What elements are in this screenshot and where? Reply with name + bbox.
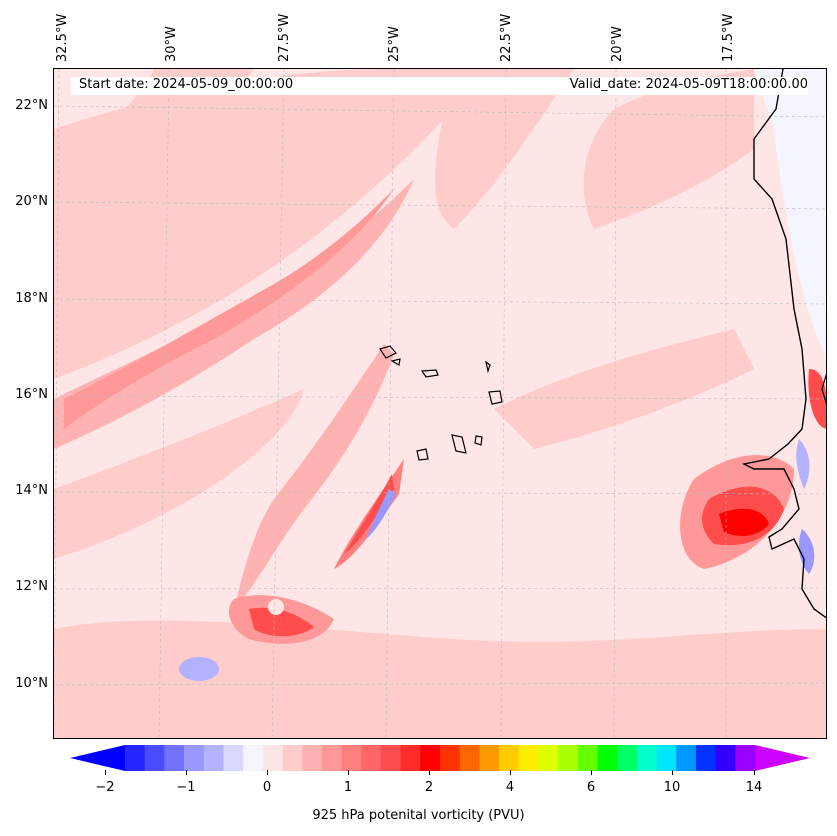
colorbar-cell [695, 745, 717, 771]
valid-date-label: Valid_date: 2024-05-09T18:00:00.00 [569, 77, 808, 92]
field-band [179, 657, 219, 681]
field-band [435, 69, 574, 229]
info-box [71, 77, 808, 95]
colorbar [70, 745, 810, 771]
lat-label: 20°N [15, 194, 48, 209]
field-band [249, 607, 314, 637]
colorbar-label: 925 hPa potenital vorticity (PVU) [312, 808, 525, 823]
colorbar-tick [267, 770, 268, 775]
colorbar-cell [164, 745, 185, 771]
pv-field-map [54, 69, 826, 738]
lon-label: 20°W [610, 26, 625, 62]
coastline [821, 373, 826, 405]
colorbar-cell [223, 745, 244, 771]
colorbar-cell [420, 745, 441, 771]
colorbar-tick [672, 770, 673, 775]
map-panel[interactable] [53, 68, 827, 739]
lat-label: 16°N [15, 387, 48, 402]
colorbar-cell [656, 745, 677, 771]
colorbar-min-arrow [70, 745, 125, 771]
colorbar-cell [203, 745, 224, 771]
colorbar-tick [591, 770, 592, 775]
field-band [268, 599, 284, 615]
colorbar-cell [715, 745, 736, 771]
colorbar-cell [499, 745, 520, 771]
colorbar-tick-label: −1 [176, 780, 196, 795]
field-band [54, 620, 826, 738]
colorbar-cell [636, 745, 658, 771]
colorbar-cell [243, 745, 264, 771]
field-band [54, 69, 254, 199]
colorbar-tick [754, 770, 755, 775]
colorbar-tick-label: 4 [505, 780, 515, 795]
coastline [741, 69, 826, 619]
colorbar-cell [518, 745, 539, 771]
colorbar-cell [558, 745, 579, 771]
start-date-label: Start date: 2024-05-09_00:00:00 [79, 77, 294, 92]
colorbar-cell [380, 745, 402, 771]
colorbar-cell [577, 745, 598, 771]
colorbar-cell [440, 745, 461, 771]
colorbar-cell [144, 745, 165, 771]
colorbar-tick-label: 2 [424, 780, 434, 795]
field-band [583, 69, 754, 229]
colorbar-cell [262, 745, 283, 771]
colorbar-tick-label: 1 [343, 780, 353, 795]
colorbar-tick [429, 770, 430, 775]
lon-label: 27.5°W [277, 13, 292, 62]
field-band [494, 329, 754, 449]
colorbar-cell [302, 745, 323, 771]
colorbar-tick-label: −2 [95, 780, 115, 795]
field-band [234, 344, 394, 609]
field-band [754, 69, 826, 356]
lat-label: 22°N [15, 98, 48, 113]
lon-label: 25°W [387, 26, 402, 62]
field-band [366, 489, 396, 539]
lat-label: 18°N [15, 291, 48, 306]
colorbar-tick-label: 14 [745, 780, 763, 795]
colorbar-cell [400, 745, 421, 771]
colorbar-tick-label: 6 [586, 780, 596, 795]
field-band [54, 389, 304, 559]
colorbar-cell [676, 745, 697, 771]
lon-label: 22.5°W [499, 13, 514, 62]
colorbar-cell [459, 745, 480, 771]
colorbar-tick [186, 770, 187, 775]
lon-label: 17.5°W [721, 13, 736, 62]
field-band [796, 439, 810, 489]
colorbar-cell [282, 745, 303, 771]
colorbar-cell [735, 745, 756, 771]
colorbar-tick [348, 770, 349, 775]
colorbar-tick-label: 0 [262, 780, 272, 795]
colorbar-cell [341, 745, 362, 771]
colorbar-cell [479, 745, 500, 771]
colorbar-cell [361, 745, 382, 771]
lat-label: 12°N [15, 579, 48, 594]
colorbar-tick-label: 10 [663, 780, 681, 795]
colorbar-cell [617, 745, 638, 771]
field-band [719, 508, 769, 536]
graticule [54, 69, 826, 738]
colorbar-cell [597, 745, 618, 771]
colorbar-max-arrow [755, 745, 810, 771]
colorbar-tick [510, 770, 511, 775]
colorbar-tick [105, 770, 106, 775]
field-band [64, 189, 394, 429]
field-band [344, 474, 394, 554]
colorbar-cell [321, 745, 343, 771]
lat-label: 14°N [15, 483, 48, 498]
lat-label: 10°N [15, 676, 48, 691]
field-band [798, 529, 815, 574]
lon-label: 30°W [164, 26, 179, 62]
colorbar-cell [538, 745, 559, 771]
colorbar-cell [125, 745, 146, 771]
cape-verde-islands [379, 345, 503, 461]
colorbar-cell [184, 745, 205, 771]
lon-label: 32.5°W [55, 13, 70, 62]
